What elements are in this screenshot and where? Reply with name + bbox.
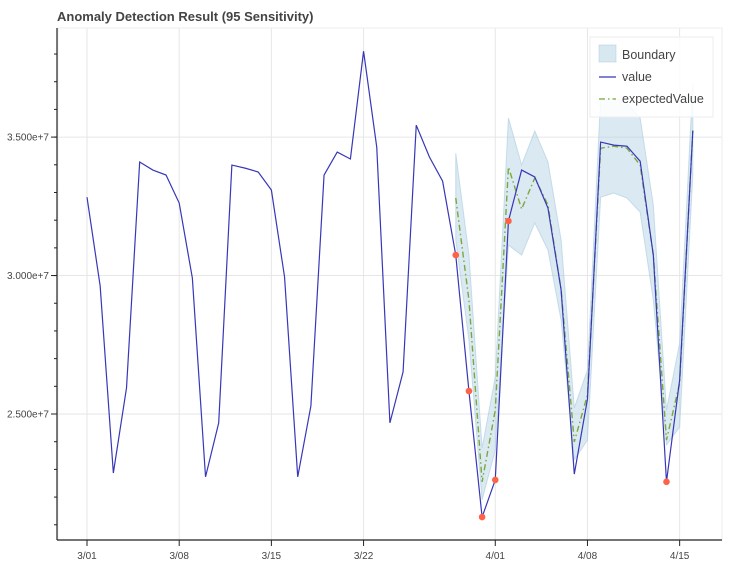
- y-tick-label: 3.000e+7: [7, 271, 49, 282]
- x-tick-label: 4/08: [578, 551, 598, 562]
- y-tick-label: 2.500e+7: [7, 410, 49, 421]
- legend-boundary-swatch: [598, 44, 617, 63]
- x-tick-label: 3/08: [169, 551, 189, 562]
- x-tick-label: 4/01: [486, 551, 506, 562]
- legend: Boundary value expectedValue: [589, 36, 714, 118]
- value-line: [86, 51, 694, 518]
- legend-boundary-label: Boundary: [622, 48, 676, 62]
- anomaly-point: [663, 478, 670, 486]
- anomaly-point: [505, 217, 512, 225]
- x-tick-label: 3/01: [77, 551, 97, 562]
- chart-title: Anomaly Detection Result (95 Sensitivity…: [57, 9, 313, 24]
- axes: 2.500e+7 3.000e+7 3.500e+7 3/01 3/08 3/15 3/22…: [7, 28, 722, 562]
- legend-value-label: value: [622, 70, 652, 84]
- anomaly-points: [452, 217, 670, 521]
- y-tick-label: 3.500e+7: [7, 133, 49, 144]
- x-tick-label: 3/15: [262, 551, 282, 562]
- anomaly-point: [491, 476, 499, 484]
- anomaly-point: [478, 513, 486, 521]
- x-tick-label: 4/15: [670, 551, 690, 562]
- anomaly-point: [465, 387, 473, 395]
- legend-expected-label: expectedValue: [622, 92, 704, 106]
- series-lines: [86, 51, 694, 518]
- anomaly-point: [452, 251, 460, 259]
- boundary-band: [455, 83, 694, 500]
- boundary-area: [455, 83, 694, 500]
- x-tick-label: 3/22: [354, 551, 374, 562]
